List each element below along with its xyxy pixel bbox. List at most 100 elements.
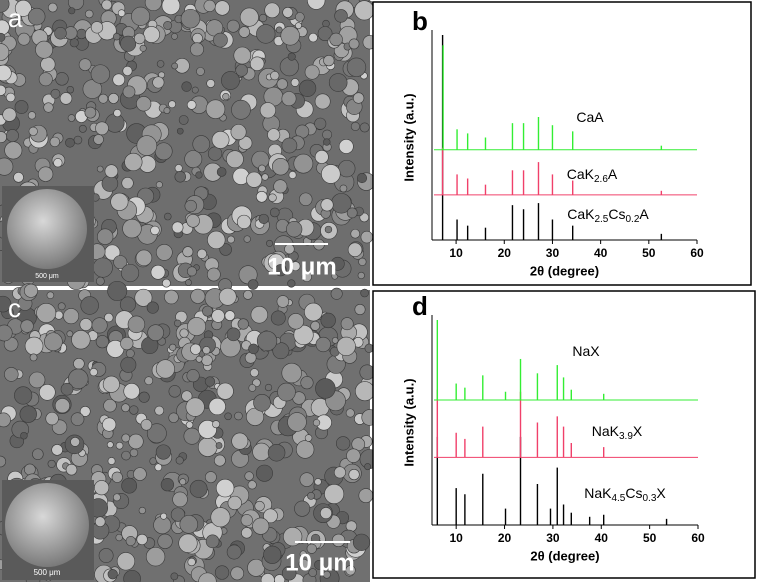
grain: [17, 32, 31, 46]
grain: [238, 26, 251, 38]
grain: [0, 0, 10, 13]
grain: [279, 56, 299, 77]
grain: [107, 457, 116, 465]
grain: [169, 343, 177, 351]
grain: [307, 491, 315, 500]
grain: [281, 362, 302, 384]
grain: [315, 378, 336, 399]
grain: [127, 315, 146, 334]
grain: [276, 78, 288, 90]
grain: [69, 38, 79, 48]
grain: [164, 212, 172, 221]
series-label: CaA: [576, 109, 604, 125]
grain: [253, 393, 271, 412]
grain: [213, 32, 228, 48]
grain: [352, 92, 365, 104]
grain: [227, 235, 235, 244]
x-axis-label: 2θ (degree): [530, 548, 599, 563]
grain: [185, 397, 205, 417]
grain: [212, 420, 220, 429]
grain: [124, 152, 143, 172]
grain: [143, 26, 160, 43]
grain: [360, 230, 374, 244]
grain: [107, 569, 118, 580]
grain: [254, 500, 265, 512]
grain: [117, 9, 126, 17]
grain: [287, 412, 307, 432]
series-label: CaK2.6A: [567, 166, 618, 185]
grain: [54, 398, 70, 414]
grain: [121, 176, 134, 190]
grain: [196, 248, 207, 259]
grain: [73, 135, 83, 145]
grain: [246, 171, 263, 188]
grain: [35, 40, 53, 59]
grain: [204, 376, 216, 387]
grain: [190, 343, 202, 355]
grain: [226, 19, 240, 33]
grain: [0, 157, 14, 176]
panel-label: a: [8, 3, 23, 33]
grain: [179, 478, 187, 486]
grain: [356, 173, 368, 184]
grain: [300, 376, 314, 390]
grain: [206, 79, 216, 88]
grain: [360, 288, 369, 298]
grain: [104, 312, 114, 323]
grain: [290, 78, 300, 87]
grain: [287, 313, 304, 330]
grain: [128, 433, 144, 450]
grain: [304, 302, 323, 322]
grain: [243, 290, 253, 300]
grain: [108, 92, 119, 104]
grain: [0, 32, 6, 42]
grain: [215, 442, 223, 449]
grain: [239, 7, 259, 27]
grain: [172, 491, 188, 508]
grain: [182, 246, 194, 258]
grain: [187, 557, 196, 567]
grain: [55, 72, 69, 86]
grain: [186, 266, 197, 277]
x-tick-label: 50: [643, 531, 657, 545]
grain: [113, 255, 128, 270]
grain: [95, 121, 109, 136]
grain: [247, 480, 257, 490]
grain: [47, 2, 58, 13]
grain: [20, 319, 34, 333]
grain: [258, 213, 269, 224]
grain: [314, 478, 322, 486]
grain: [65, 137, 75, 148]
grain: [210, 507, 231, 528]
grain: [68, 368, 89, 390]
grain: [93, 134, 104, 145]
grain: [138, 506, 146, 515]
grain: [181, 81, 192, 92]
grain: [28, 126, 38, 136]
grain: [140, 419, 153, 431]
grain: [144, 0, 163, 12]
grain: [90, 21, 104, 34]
grain: [346, 448, 361, 463]
grain: [333, 466, 346, 479]
grain: [103, 398, 117, 413]
x-tick-label: 40: [595, 531, 609, 545]
grain: [248, 343, 259, 355]
grain: [155, 359, 175, 379]
grain: [47, 459, 56, 468]
grain: [154, 405, 165, 416]
grain: [206, 267, 221, 282]
grain: [314, 150, 329, 164]
grain: [358, 257, 367, 267]
grain: [14, 100, 29, 114]
grain: [112, 493, 121, 502]
grain: [227, 495, 242, 511]
grain: [299, 192, 313, 207]
grain: [2, 107, 17, 122]
grain: [335, 436, 351, 451]
grain: [283, 526, 303, 547]
texture: [0, 0, 380, 587]
grain: [312, 419, 321, 427]
grain: [244, 471, 254, 481]
grain: [255, 464, 273, 482]
